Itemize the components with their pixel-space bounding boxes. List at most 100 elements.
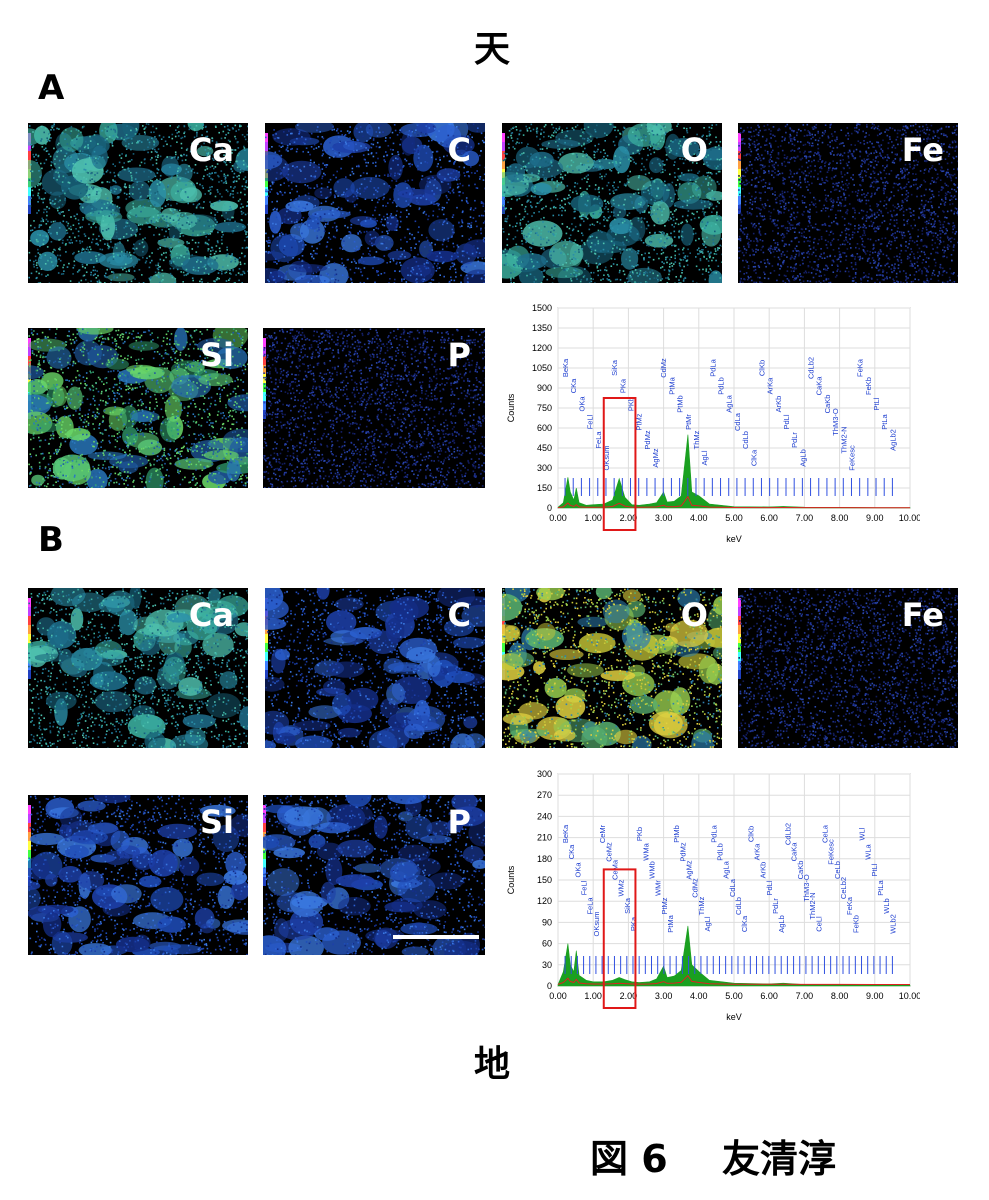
peak-label: SiKa [610,359,619,376]
peak-label: CeLb [833,861,842,879]
peak-label: PtMz [635,413,644,430]
x-tick-label: 0.00 [549,513,567,523]
x-tick-label: 3.00 [655,991,673,1001]
element-map: P [263,795,485,955]
peak-label: CeMr [598,824,607,843]
y-tick-label: 270 [537,790,552,800]
element-label: P [448,336,471,374]
spectrum-fill [557,925,911,987]
element-label: O [681,131,708,169]
y-tick-label: 120 [537,896,552,906]
y-tick-label: 180 [537,854,552,864]
peak-label: BeKa [561,358,570,377]
peak-label: PtMa [667,376,676,394]
peak-label: FeLl [580,880,589,895]
peak-label: PdLa [709,824,718,842]
peak-label: AgLb [798,449,807,467]
x-tick-label: 1.00 [584,991,602,1001]
peak-label: PKb [635,827,644,841]
map-texture [28,328,248,488]
peak-label: ThMz [697,896,706,915]
x-axis-label: keV [726,1012,742,1022]
element-map: O [502,123,722,283]
peak-label: AgLb2 [888,429,897,451]
peak-label: PdLl [782,414,791,429]
element-map: C [265,123,485,283]
background-line [557,974,910,985]
x-tick-label: 5.00 [725,991,743,1001]
spectrum-fill [557,434,911,509]
peak-label: PtMa [666,914,675,932]
peak-label: WMr [654,880,663,896]
map-texture [28,795,248,955]
peak-label: ThM2-N [808,892,817,919]
element-label: C [448,131,471,169]
peak-label: PtLa [876,879,885,895]
y-tick-label: 240 [537,811,552,821]
x-tick-label: 10.00 [899,991,920,1001]
x-axis-label: keV [726,534,742,544]
peak-label: CdLa [733,412,742,431]
element-map: Fe [738,588,958,748]
y-axis-label: Counts [506,865,516,894]
y-tick-label: 300 [537,463,552,473]
map-texture [28,588,248,748]
peak-label: PdLb [715,843,724,861]
peak-label: CdLb [741,431,750,449]
y-tick-label: 600 [537,423,552,433]
peak-label: ClKb [757,360,766,376]
element-map: P [263,328,485,488]
eds-spectrum-a: 0 150 300 450 600 750 900 1050 1200 1350 1500 0.00 1… [506,303,920,544]
panel-b-letter: B [38,520,64,560]
peak-label: AgLb [777,915,786,933]
peak-label: PdLr [771,898,780,914]
peak-label: PtMz [660,897,669,914]
scale-bar [393,935,479,939]
x-tick-label: 1.00 [584,513,602,523]
map-texture [263,795,485,955]
peak-label: PdLr [790,432,799,448]
x-tick-label: 7.00 [796,513,814,523]
peak-label: AgLl [703,916,712,931]
peak-label: PdLb [717,377,726,395]
y-tick-label: 1350 [532,323,552,333]
y-tick-label: 0 [547,503,552,513]
y-tick-label: 150 [537,483,552,493]
figure-number: 図 6 [590,1128,668,1183]
map-texture [502,588,722,748]
y-tick-label: 0 [547,981,552,991]
peak-label: ThM2-N [839,426,848,453]
y-tick-label: 90 [542,917,552,927]
x-tick-label: 6.00 [760,991,778,1001]
peak-label: PtMb [672,825,681,843]
element-label: O [681,596,708,634]
x-tick-label: 4.00 [690,513,708,523]
peak-label: FeKesc [827,839,836,865]
element-label: Ca [189,596,234,634]
x-tick-label: 4.00 [690,991,708,1001]
x-tick-label: 9.00 [866,513,884,523]
background-line [557,495,910,509]
peak-label: ArKb [774,396,783,413]
peak-label: PdLa [708,358,717,376]
peak-label: CeLl [814,916,823,932]
map-texture [263,328,485,488]
peak-label: CdLa [728,878,737,897]
peak-label: WLb2 [888,914,897,934]
peak-label: WLb [882,898,891,913]
peak-label: FeLa [586,897,595,915]
peak-label: PtMr [684,414,693,430]
peak-label: CdLb2 [807,357,816,379]
peak-label: CdLb [734,897,743,915]
header-bottom-char: 地 [452,1035,532,1087]
y-tick-label: 150 [537,875,552,885]
peak-label: PdMz [643,430,652,449]
map-texture [502,123,722,283]
element-map: Fe [738,123,958,283]
peak-label: CdMz [691,878,700,898]
y-tick-label: 900 [537,383,552,393]
element-label: C [448,596,471,634]
peak-label: WMz [617,879,626,896]
map-texture [738,123,958,283]
peak-label: PtLa [880,413,889,429]
